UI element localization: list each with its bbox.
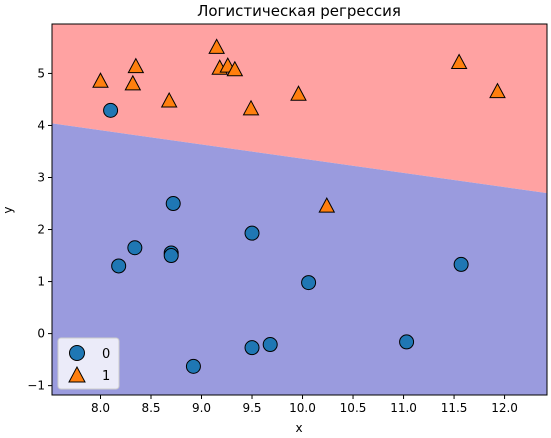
y-tick-label: 4 xyxy=(37,118,45,132)
x-tick-label: 9.5 xyxy=(242,401,261,415)
data-point-circle xyxy=(163,248,179,264)
y-tick-label: 2 xyxy=(37,223,45,237)
x-tick-label: 11.0 xyxy=(390,401,417,415)
data-point-circle xyxy=(103,102,119,118)
x-tick-label: 10.0 xyxy=(289,401,316,415)
data-point-circle xyxy=(127,240,143,256)
legend: 0 1 xyxy=(57,337,120,390)
data-point-circle xyxy=(244,225,260,241)
x-axis: 8.0 8.5 9.0 9.5 10.0 10.5 11.0 11.5 12.0 xyxy=(91,395,518,415)
data-point-triangle xyxy=(92,72,109,88)
x-tick-label: 8.0 xyxy=(91,401,110,415)
data-point-triangle xyxy=(226,60,244,77)
data-point-circle xyxy=(301,275,317,291)
data-point-circle xyxy=(165,196,181,212)
plot-frame xyxy=(51,23,548,396)
y-tick-label: 3 xyxy=(37,170,45,184)
data-point-circle xyxy=(185,358,201,374)
data-point-triangle xyxy=(160,91,178,108)
data-point-triangle xyxy=(290,85,307,101)
plot-area xyxy=(52,24,547,395)
data-points xyxy=(92,38,506,374)
data-point-circle xyxy=(453,256,469,272)
chart-title: Логистическая регрессия xyxy=(197,2,401,20)
data-point-circle xyxy=(399,334,415,350)
decision-region-lower xyxy=(52,123,547,395)
data-point-triangle xyxy=(450,53,468,70)
y-tick-label: 0 xyxy=(37,327,45,341)
y-axis: −1 0 1 2 3 4 5 xyxy=(27,66,52,393)
legend-marker-circle xyxy=(69,345,85,361)
x-tick-label: 11.5 xyxy=(441,401,468,415)
data-point-triangle xyxy=(208,38,225,54)
x-tick-label: 9.0 xyxy=(192,401,211,415)
legend-marker-triangle xyxy=(68,365,86,383)
y-tick-label: −1 xyxy=(27,379,45,393)
legend-label: 1 xyxy=(102,369,110,384)
data-point-triangle xyxy=(242,99,260,116)
data-point-triangle xyxy=(489,82,506,99)
data-point-triangle xyxy=(127,57,145,74)
data-point-triangle xyxy=(318,197,336,213)
data-point-circle xyxy=(111,258,127,274)
x-tick-label: 8.5 xyxy=(141,401,160,415)
data-point-circle xyxy=(244,340,260,356)
y-tick-label: 1 xyxy=(37,275,45,289)
decision-region-upper xyxy=(52,24,547,194)
data-point-circle xyxy=(262,337,278,353)
x-tick-label: 10.5 xyxy=(340,401,367,415)
data-point-triangle xyxy=(124,74,142,91)
x-axis-label: x xyxy=(295,421,302,435)
y-axis-label: y xyxy=(1,206,15,213)
y-tick-label: 5 xyxy=(37,66,45,80)
legend-label: 0 xyxy=(102,347,110,362)
x-tick-label: 12.0 xyxy=(491,401,518,415)
